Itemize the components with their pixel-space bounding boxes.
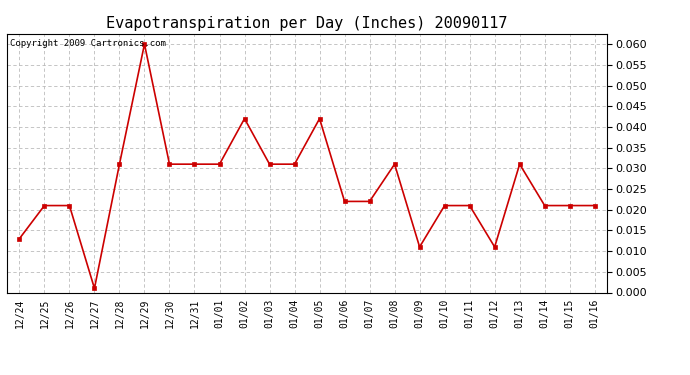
Text: Copyright 2009 Cartronics.com: Copyright 2009 Cartronics.com xyxy=(10,39,166,48)
Title: Evapotranspiration per Day (Inches) 20090117: Evapotranspiration per Day (Inches) 2009… xyxy=(106,16,508,31)
